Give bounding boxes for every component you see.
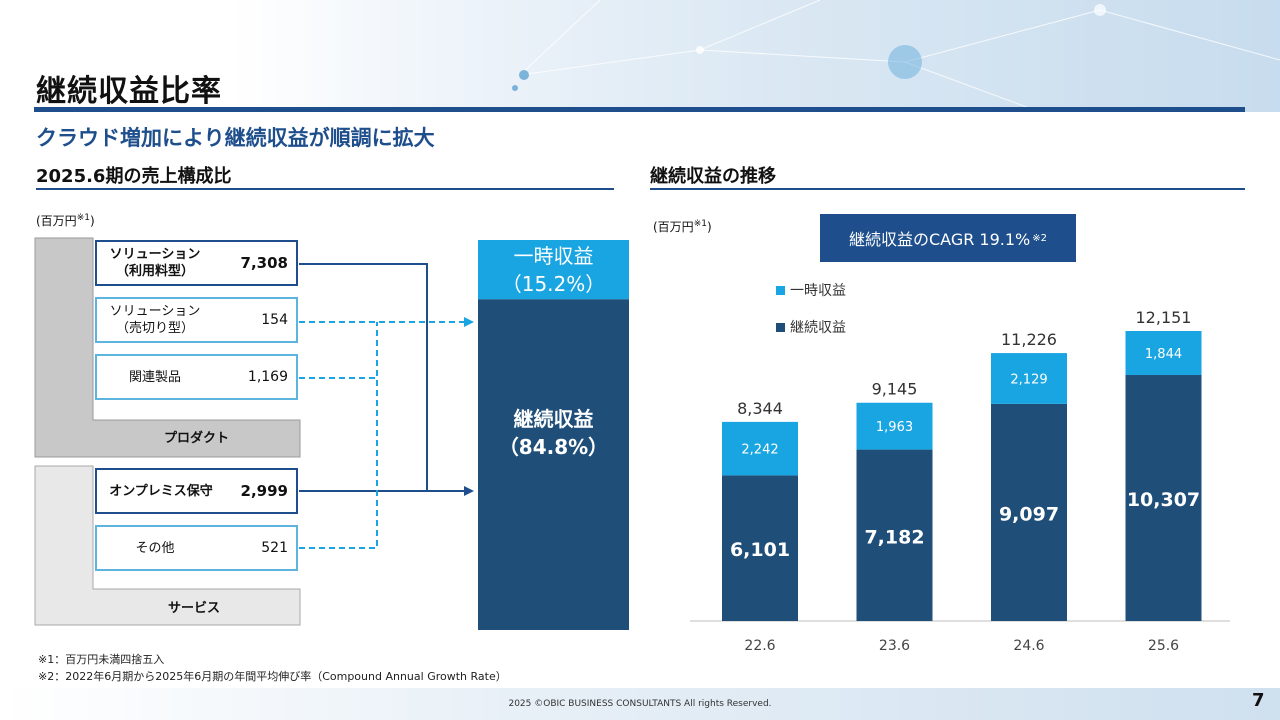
bar-one-time	[1125, 331, 1202, 376]
bar-one-time	[722, 421, 798, 476]
one-time-pct: （15.2%）	[501, 271, 606, 296]
label-one-time: 2,242	[741, 443, 778, 458]
footer-background	[0, 688, 1280, 720]
label-total: 12,151	[1136, 308, 1192, 327]
group-backgrounds	[34, 237, 301, 626]
bar-one-time	[856, 402, 933, 450]
label-recurring: 10,307	[1127, 489, 1200, 511]
composition-stack	[478, 240, 629, 630]
row-label: その他	[135, 540, 175, 556]
row-value: 1,169	[247, 369, 288, 385]
label-one-time: 1,963	[876, 420, 913, 435]
row-label: ソリューション （利用料型）	[109, 247, 201, 279]
product-group-label: プロダクト	[164, 431, 230, 446]
recurring-flow	[299, 263, 474, 496]
legend-one-time: 一時収益	[776, 280, 846, 300]
recurring-share-text: 継続収益 （84.8%）	[478, 405, 629, 461]
legend-recurring: 継続収益	[776, 317, 846, 337]
product-group-shape	[34, 237, 301, 458]
right-section-heading: 継続収益の推移	[650, 166, 776, 187]
one-time-segment	[478, 240, 629, 300]
bar-recurring	[722, 475, 798, 621]
row-label: 関連製品	[128, 369, 181, 385]
network-decoration	[512, 0, 1280, 112]
recurring-segment	[478, 299, 629, 630]
page-title: 継続収益比率	[36, 74, 222, 109]
x-tick-label: 24.6	[1013, 638, 1044, 654]
legend-label: 継続収益	[790, 320, 846, 336]
title-underline	[34, 107, 1245, 112]
label-one-time: 1,844	[1145, 347, 1182, 362]
bar-recurring	[1125, 375, 1202, 621]
label-recurring: 6,101	[730, 539, 790, 561]
row-value: 2,999	[240, 482, 288, 500]
row-value: 7,308	[240, 254, 288, 272]
label-recurring: 9,097	[999, 503, 1059, 525]
row-solution-subscription: ソリューション （利用料型） 7,308	[95, 240, 298, 286]
label-total: 8,344	[737, 399, 783, 418]
left-section-underline	[36, 188, 614, 190]
cagr-badge: 継続収益のCAGR 19.1% ※2	[820, 214, 1076, 262]
page-subtitle: クラウド増加により継続収益が順調に拡大	[36, 126, 435, 150]
row-related-products: 関連製品 1,169	[95, 354, 298, 400]
row-label: オンプレミス保守	[109, 483, 213, 499]
row-solution-outright: ソリューション （売切り型） 154	[95, 297, 298, 343]
row-value: 521	[261, 540, 288, 556]
left-section-heading: 2025.6期の売上構成比	[36, 166, 232, 187]
label-total: 11,226	[1001, 330, 1057, 349]
footnote-2: ※2：2022年6月期から2025年6月期の年間平均伸び率（Compound A…	[38, 670, 507, 683]
copyright: 2025 ©OBIC BUSINESS CONSULTANTS All righ…	[508, 699, 772, 709]
x-tick-label: 22.6	[744, 638, 775, 654]
legend-swatch	[776, 285, 785, 295]
recurring-revenue-chart: 6,101 2,242 8,344 22.6 7,182 1,963 9,145 23.6 9,…	[690, 308, 1230, 654]
left-unit-label: (百万円※1)	[36, 213, 95, 228]
one-time-label: 一時収益	[513, 243, 594, 268]
row-onpremise-maintenance: オンプレミス保守 2,999	[95, 468, 298, 514]
one-time-share-text: 一時収益 （15.2%）	[478, 242, 629, 298]
row-label: ソリューション （売切り型）	[109, 304, 201, 336]
service-group-shape	[34, 465, 301, 626]
header-background	[0, 0, 1280, 112]
bar-recurring	[991, 403, 1067, 621]
page-number: 7	[1252, 690, 1265, 711]
legend-label: 一時収益	[790, 283, 846, 299]
x-tick-label: 23.6	[879, 638, 910, 654]
service-group-label: サービス	[168, 601, 221, 616]
label-one-time: 2,129	[1010, 372, 1047, 387]
one-time-flow	[299, 317, 474, 549]
right-unit-label: (百万円※1)	[653, 219, 712, 234]
footnote-1: ※1：百万円未満四捨五入	[38, 653, 165, 666]
x-tick-label: 25.6	[1148, 638, 1179, 654]
recurring-label: 継続収益	[513, 406, 594, 431]
legend-swatch	[776, 322, 785, 332]
label-recurring: 7,182	[864, 526, 924, 548]
right-section-underline	[650, 188, 1245, 190]
recurring-pct: （84.8%）	[498, 434, 609, 459]
bar-one-time	[991, 353, 1067, 404]
label-total: 9,145	[872, 380, 918, 399]
bar-recurring	[856, 449, 933, 621]
row-other: その他 521	[95, 525, 298, 571]
row-value: 154	[261, 312, 288, 328]
